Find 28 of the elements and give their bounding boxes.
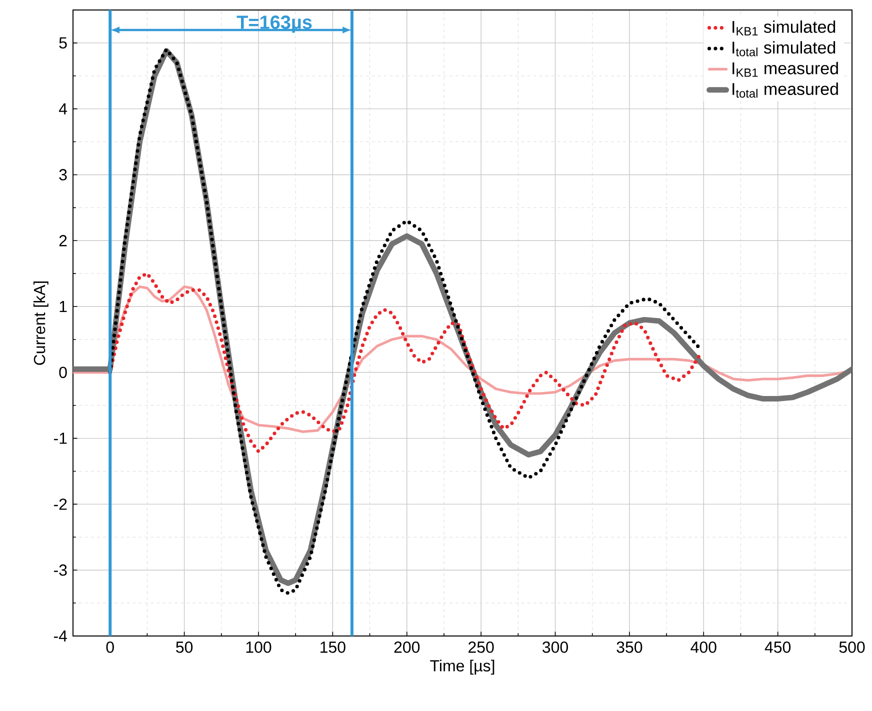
- x-tick-label: 50: [176, 642, 193, 653]
- x-tick-label: 200: [394, 642, 420, 653]
- x-axis-title: Time [µs]: [430, 660, 494, 675]
- y-tick-label: -4: [54, 630, 68, 642]
- x-tick-label: 250: [468, 642, 494, 653]
- y-tick-label: 1: [60, 301, 67, 312]
- x-tick-label: 350: [616, 642, 642, 653]
- legend-label: I$_{KB1}$ measured: [732, 62, 838, 77]
- x-tick-label: 0: [106, 642, 114, 653]
- legend-label: I$_{total}$ simulated: [732, 41, 836, 56]
- y-axis-title: Current [kA]: [33, 281, 48, 365]
- x-tick-label: 300: [542, 642, 568, 653]
- legend-label: I$_{KB1}$ simulated: [732, 20, 836, 36]
- y-tick-label: 4: [58, 103, 68, 114]
- x-tick-label: 400: [690, 642, 716, 653]
- y-tick-label: 0: [59, 366, 67, 378]
- y-tick-label: 3: [59, 169, 67, 180]
- x-tick-label: 450: [764, 642, 791, 653]
- x-tick-label: 100: [246, 642, 272, 653]
- y-tick-label: 5: [59, 37, 67, 49]
- annotation: T=163µs: [236, 16, 312, 33]
- x-tick-label: 150: [320, 642, 346, 653]
- legend-label: I$_{total}$ measured: [732, 82, 838, 98]
- y-tick-label: -3: [54, 564, 67, 576]
- y-tick-label: 2: [59, 235, 67, 246]
- y-tick-label: -1: [54, 432, 67, 444]
- x-tick-label: 500: [839, 642, 865, 653]
- y-tick-label: -2: [54, 498, 67, 510]
